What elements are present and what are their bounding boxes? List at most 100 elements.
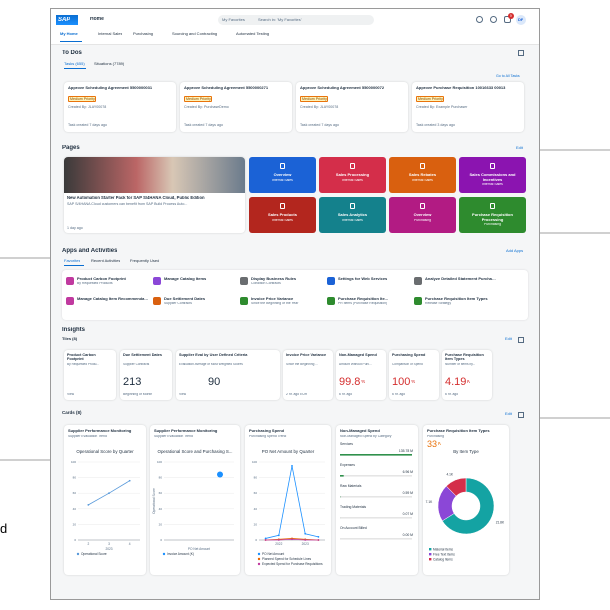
task-card[interactable] <box>64 82 176 132</box>
card[interactable] <box>150 425 240 575</box>
bar-value-label: 0.59 M <box>403 491 414 495</box>
legend-label: PO Net Amount <box>262 552 284 556</box>
task-card[interactable] <box>180 82 292 132</box>
task-card[interactable] <box>412 82 524 132</box>
x-tick-label: 2 <box>87 542 89 546</box>
pie-slice <box>441 477 495 535</box>
y-tick-label: 100 <box>71 460 76 464</box>
app-icon[interactable] <box>327 297 335 305</box>
app-icon[interactable] <box>240 277 248 285</box>
bar-track <box>340 538 412 540</box>
page-tile-icon <box>490 163 495 169</box>
x-axis-label: 2023 <box>105 547 112 551</box>
y-tick-label: 0 <box>160 538 162 542</box>
logo-bg <box>56 15 78 25</box>
y-tick-label: 80 <box>159 476 163 480</box>
slice-label: 7.1K <box>426 500 433 504</box>
insight-tile[interactable] <box>64 350 116 400</box>
app-icon[interactable] <box>414 297 422 305</box>
point <box>264 537 267 540</box>
insight-tile[interactable] <box>389 350 439 400</box>
task-card[interactable] <box>296 82 408 132</box>
icon-settings[interactable] <box>490 16 497 23</box>
point <box>277 534 280 537</box>
legend-swatch <box>257 557 261 561</box>
bar-track <box>340 496 412 498</box>
slice-label: 21.8K <box>496 520 505 524</box>
bar-track <box>340 475 412 477</box>
insight-tile[interactable] <box>336 350 386 400</box>
expand-icon[interactable] <box>518 337 524 343</box>
y-tick-label: 20 <box>159 522 163 526</box>
y-axis-label: Operational Score <box>152 488 156 514</box>
y-tick-label: 80 <box>73 476 77 480</box>
page-tile-icon <box>350 203 355 209</box>
page-tile-icon <box>420 203 425 209</box>
y-tick-label: 40 <box>73 507 77 511</box>
bar-track <box>340 517 412 519</box>
search-field[interactable] <box>218 15 374 25</box>
nav-tab-underline <box>60 41 82 43</box>
card[interactable] <box>64 425 146 575</box>
hero-image <box>64 157 245 193</box>
insight-tile[interactable] <box>442 350 492 400</box>
y-tick-label: 100 <box>157 460 162 464</box>
bar-category: Expenses <box>340 463 355 467</box>
y-tick-label: 80 <box>254 476 258 480</box>
point <box>317 539 320 541</box>
bar-value-label: 6.96 M <box>403 470 414 474</box>
app-icon[interactable] <box>153 277 161 285</box>
bar-value-label: 0.00 M <box>403 533 414 537</box>
insight-tile[interactable] <box>283 350 333 400</box>
bar-category: On Account Billed <box>340 526 367 530</box>
legend-swatch <box>257 562 261 566</box>
legend-swatch <box>257 552 261 556</box>
x-tick-label: 4 <box>129 542 131 546</box>
point <box>277 539 280 541</box>
bar-category: Raw Materials <box>340 484 362 488</box>
y-tick-label: 60 <box>254 491 258 495</box>
expand-icon[interactable] <box>518 412 524 418</box>
legend-swatch <box>76 552 80 556</box>
y-tick-label: 40 <box>159 507 163 511</box>
app-icon[interactable] <box>66 297 74 305</box>
app-icon[interactable] <box>240 297 248 305</box>
app-icon[interactable] <box>153 297 161 305</box>
icon-bell[interactable] <box>504 16 511 23</box>
app-icon[interactable] <box>327 277 335 285</box>
point <box>291 465 293 467</box>
insight-tile[interactable] <box>120 350 172 400</box>
card[interactable] <box>423 425 509 575</box>
apps-panel <box>62 270 528 320</box>
y-tick-label: 60 <box>159 491 163 495</box>
apps-tab-underline <box>64 265 84 266</box>
card[interactable] <box>245 425 331 575</box>
legend-label: Catalog Items <box>433 558 453 562</box>
y-tick-label: 20 <box>73 522 77 526</box>
slice-label: 4.1K <box>447 473 454 477</box>
app-icon[interactable] <box>414 277 422 285</box>
card[interactable] <box>336 425 418 575</box>
x-tick-label: 2022 <box>275 542 282 546</box>
insight-tile[interactable] <box>176 350 280 400</box>
point <box>264 539 267 541</box>
page-tile-icon <box>420 163 425 169</box>
y-tick-label: 100 <box>252 460 257 464</box>
app-icon[interactable] <box>66 277 74 285</box>
point <box>128 479 131 482</box>
avatar <box>516 15 526 25</box>
expand-icon[interactable] <box>518 50 524 56</box>
page-tile-icon <box>350 163 355 169</box>
bar-category: Trading Materials <box>340 505 366 509</box>
bar-value-label: 0.07 M <box>403 512 414 516</box>
point <box>291 538 293 541</box>
todo-tab-underline <box>64 68 86 69</box>
page-tile-icon <box>280 163 285 169</box>
y-tick-label: 40 <box>254 507 258 511</box>
priority-badge <box>416 96 444 102</box>
y-tick-label: 60 <box>73 491 77 495</box>
icon-help[interactable] <box>476 16 483 23</box>
